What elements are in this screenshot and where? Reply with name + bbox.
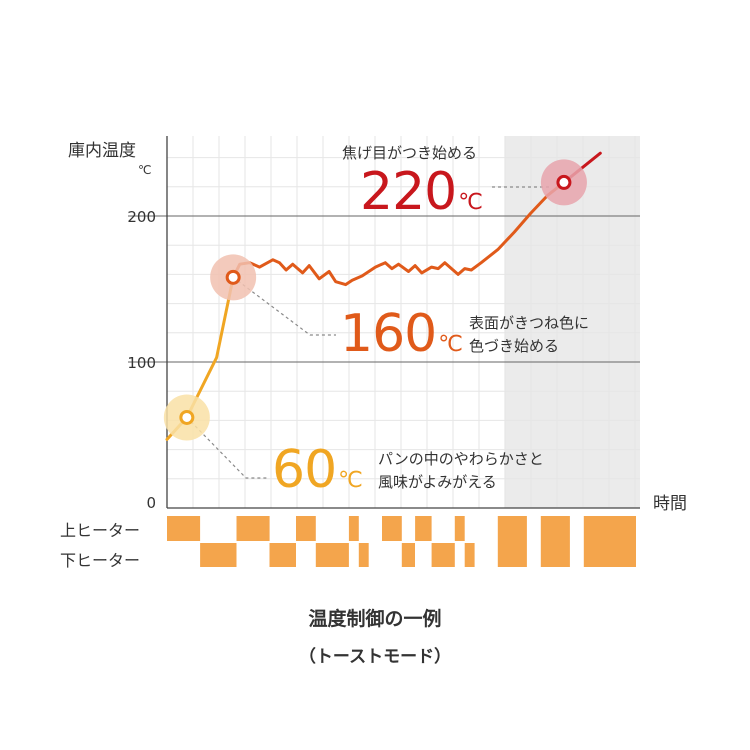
heater-lower-block-0 bbox=[200, 543, 237, 567]
heater-lower-block-4 bbox=[401, 543, 415, 567]
grid bbox=[167, 136, 640, 508]
chart-caption-title: 温度制御の一例 bbox=[308, 608, 442, 630]
heater-lower-block-6 bbox=[464, 543, 475, 567]
y-axis-unit: ℃ bbox=[138, 163, 152, 177]
y-tick-label-0: 0 bbox=[146, 494, 156, 512]
heater-upper-block-4 bbox=[382, 516, 402, 541]
annotation-220-line-1: 焦げ目がつき始める bbox=[342, 144, 478, 162]
leader-line-160 bbox=[232, 276, 336, 336]
annotation-160-unit: ℃ bbox=[438, 332, 463, 357]
marker-point-60 bbox=[179, 409, 195, 425]
y-tick-label-200: 200 bbox=[127, 208, 156, 226]
heater-upper-block-2 bbox=[296, 516, 316, 541]
lower-heater-label: 下ヒーター bbox=[60, 551, 141, 570]
annotation-60-number: 60 bbox=[272, 440, 337, 500]
annotation-220-number: 220 bbox=[360, 162, 457, 222]
chart-caption-subtitle: （トーストモード） bbox=[298, 647, 452, 667]
heater-upper-block-0 bbox=[167, 516, 201, 541]
annotation-220-text: 焦げ目がつき始める bbox=[342, 142, 477, 165]
heater-bars bbox=[167, 516, 636, 567]
heater-upper-block-9 bbox=[583, 516, 636, 567]
annotation-60-value: 60℃ bbox=[272, 440, 363, 500]
annotation-60-unit: ℃ bbox=[338, 468, 363, 493]
heater-upper-block-8 bbox=[540, 516, 570, 567]
marker-point-220 bbox=[556, 174, 572, 190]
heater-lower-block-3 bbox=[358, 543, 369, 567]
annotation-220-unit: ℃ bbox=[458, 190, 483, 215]
annotation-160-value: 160℃ bbox=[340, 304, 463, 364]
annotation-60-line-2: 風味がよみがえる bbox=[378, 473, 497, 491]
annotation-60-line-1: パンの中のやわらかさと bbox=[378, 450, 544, 468]
heater-upper-block-5 bbox=[415, 516, 432, 541]
annotation-160-text: 表面がきつね色に 色づき始める bbox=[469, 312, 589, 358]
heater-upper-block-1 bbox=[236, 516, 270, 541]
heater-upper-block-3 bbox=[348, 516, 359, 541]
upper-heater-label: 上ヒーター bbox=[60, 521, 141, 540]
heater-lower-block-2 bbox=[315, 543, 349, 567]
annotation-60-text: パンの中のやわらかさと 風味がよみがえる bbox=[378, 448, 544, 494]
x-axis-label: 時間 bbox=[653, 494, 687, 514]
annotation-220-value: 220℃ bbox=[360, 162, 483, 222]
y-axis-label: 庫内温度 bbox=[68, 141, 136, 161]
series-line-1 bbox=[231, 180, 566, 287]
annotation-160-number: 160 bbox=[340, 304, 437, 364]
heater-upper-block-7 bbox=[497, 516, 527, 567]
heater-lower-block-5 bbox=[431, 543, 455, 567]
leader-line-60 bbox=[186, 417, 268, 479]
y-tick-label-100: 100 bbox=[127, 354, 156, 372]
marker-point-160 bbox=[225, 269, 241, 285]
annotation-160-line-2: 色づき始める bbox=[469, 337, 560, 355]
annotation-160-line-1: 表面がきつね色に bbox=[469, 314, 590, 332]
heater-lower-block-1 bbox=[269, 543, 296, 567]
heater-upper-block-6 bbox=[454, 516, 465, 541]
highlight-markers bbox=[163, 159, 587, 441]
